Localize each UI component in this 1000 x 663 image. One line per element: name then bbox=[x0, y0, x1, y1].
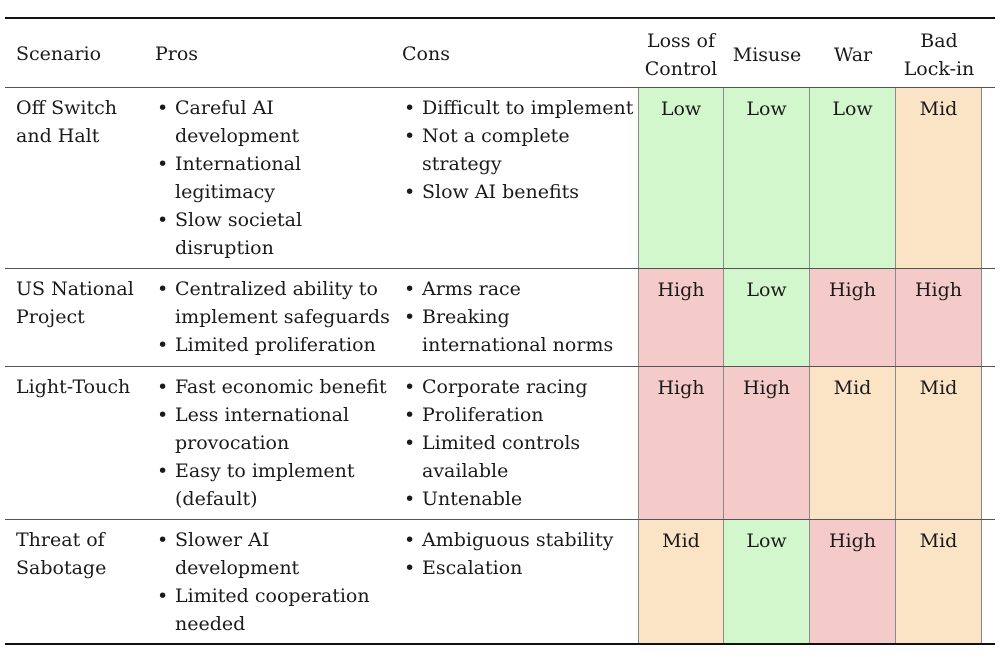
list-item-continuation: development bbox=[175, 125, 300, 147]
list-item: Slower AI bbox=[155, 526, 370, 554]
list-item: Proliferation bbox=[402, 401, 588, 429]
list-item: Centralized ability to bbox=[155, 275, 390, 303]
rating-loss-of-control: Mid bbox=[638, 520, 724, 643]
table-row: Off Switch and Halt Careful AI developme… bbox=[0, 88, 1000, 268]
rating-loss-of-control: High bbox=[638, 367, 724, 519]
header-misuse: Misuse bbox=[732, 44, 802, 66]
list-item: Slow AI benefits bbox=[402, 178, 633, 206]
table-row: Threat of Sabotage Slower AI development… bbox=[0, 520, 1000, 643]
rating-misuse: Low bbox=[724, 88, 810, 268]
header-loss-of-control-line1: Loss of bbox=[646, 30, 716, 52]
table-row: US National Project Centralized ability … bbox=[0, 269, 1000, 366]
pros-list: Careful AI development International leg… bbox=[155, 94, 302, 262]
rating-bad-lock-in: High bbox=[896, 269, 982, 366]
cons-list: Arms race Breaking international norms bbox=[402, 275, 613, 359]
header-bad-lock-in-line1: Bad bbox=[920, 30, 958, 52]
header-bad-lock-in: Bad Lock-in bbox=[896, 29, 982, 81]
list-item: Not a complete bbox=[402, 122, 633, 150]
rating-war: Low bbox=[810, 88, 896, 268]
scenario-label: Threat of Sabotage bbox=[16, 529, 107, 579]
header-war: War bbox=[833, 44, 873, 66]
list-item-continuation: provocation bbox=[175, 432, 290, 454]
list-item: Fast economic benefit bbox=[155, 373, 387, 401]
rating-bad-lock-in: Mid bbox=[896, 520, 982, 643]
row-divider bbox=[5, 519, 995, 520]
list-item-continuation: legitimacy bbox=[175, 181, 275, 203]
list-item-continuation: development bbox=[175, 557, 300, 579]
header-scenario: Scenario bbox=[16, 43, 102, 65]
pros-list: Slower AI development Limited cooperatio… bbox=[155, 526, 370, 638]
list-item-continuation: (default) bbox=[175, 488, 258, 510]
list-item: Careful AI bbox=[155, 94, 302, 122]
header-rule bbox=[5, 87, 995, 88]
cons-list: Ambiguous stability Escalation bbox=[402, 526, 613, 582]
row-divider bbox=[5, 366, 995, 367]
list-item: Escalation bbox=[402, 554, 613, 582]
rating-loss-of-control: High bbox=[638, 269, 724, 366]
list-item-continuation: needed bbox=[175, 613, 246, 635]
list-item-continuation: international norms bbox=[422, 334, 614, 356]
list-item: Ambiguous stability bbox=[402, 526, 613, 554]
rating-war: High bbox=[810, 520, 896, 643]
scenario-label: Off Switch and Halt bbox=[16, 97, 117, 147]
list-item-continuation: disruption bbox=[175, 237, 274, 259]
list-item: Arms race bbox=[402, 275, 613, 303]
rating-war: Mid bbox=[810, 367, 896, 519]
top-rule bbox=[5, 17, 995, 19]
list-item: Breaking bbox=[402, 303, 613, 331]
list-item: Limited cooperation bbox=[155, 582, 370, 610]
table-row: Light-Touch Fast economic benefit Less i… bbox=[0, 367, 1000, 519]
list-item: International bbox=[155, 150, 302, 178]
list-item-continuation: implement safeguards bbox=[175, 306, 390, 328]
cons-list: Difficult to implement Not a complete st… bbox=[402, 94, 633, 206]
list-item: Limited controls bbox=[402, 429, 588, 457]
cons-list: Corporate racing Proliferation Limited c… bbox=[402, 373, 588, 513]
header-row: Scenario Pros Cons Loss of Control Misus… bbox=[0, 19, 1000, 87]
rating-misuse: High bbox=[724, 367, 810, 519]
rating-misuse: Low bbox=[724, 520, 810, 643]
rating-bad-lock-in: Mid bbox=[896, 367, 982, 519]
scenario-label: US National Project bbox=[16, 278, 134, 328]
row-divider bbox=[5, 268, 995, 269]
list-item: Less international bbox=[155, 401, 387, 429]
rating-war: High bbox=[810, 269, 896, 366]
rating-misuse: Low bbox=[724, 269, 810, 366]
rating-loss-of-control: Low bbox=[638, 88, 724, 268]
pros-list: Centralized ability to implement safegua… bbox=[155, 275, 390, 359]
rating-bad-lock-in: Mid bbox=[896, 88, 982, 268]
scenario-label: Light-Touch bbox=[16, 376, 131, 398]
list-item-continuation: available bbox=[422, 460, 509, 482]
bottom-rule bbox=[5, 643, 995, 645]
list-item-continuation: strategy bbox=[422, 153, 502, 175]
list-item: Limited proliferation bbox=[155, 331, 390, 359]
header-bad-lock-in-line2: Lock-in bbox=[903, 58, 975, 80]
list-item: Slow societal bbox=[155, 206, 302, 234]
pros-list: Fast economic benefit Less international… bbox=[155, 373, 387, 513]
header-pros: Pros bbox=[155, 43, 199, 65]
list-item: Corporate racing bbox=[402, 373, 588, 401]
list-item: Difficult to implement bbox=[402, 94, 633, 122]
list-item: Easy to implement bbox=[155, 457, 387, 485]
list-item: Untenable bbox=[402, 485, 588, 513]
header-cons: Cons bbox=[402, 43, 450, 65]
header-loss-of-control-line2: Control bbox=[644, 58, 718, 80]
header-loss-of-control: Loss of Control bbox=[638, 29, 724, 81]
